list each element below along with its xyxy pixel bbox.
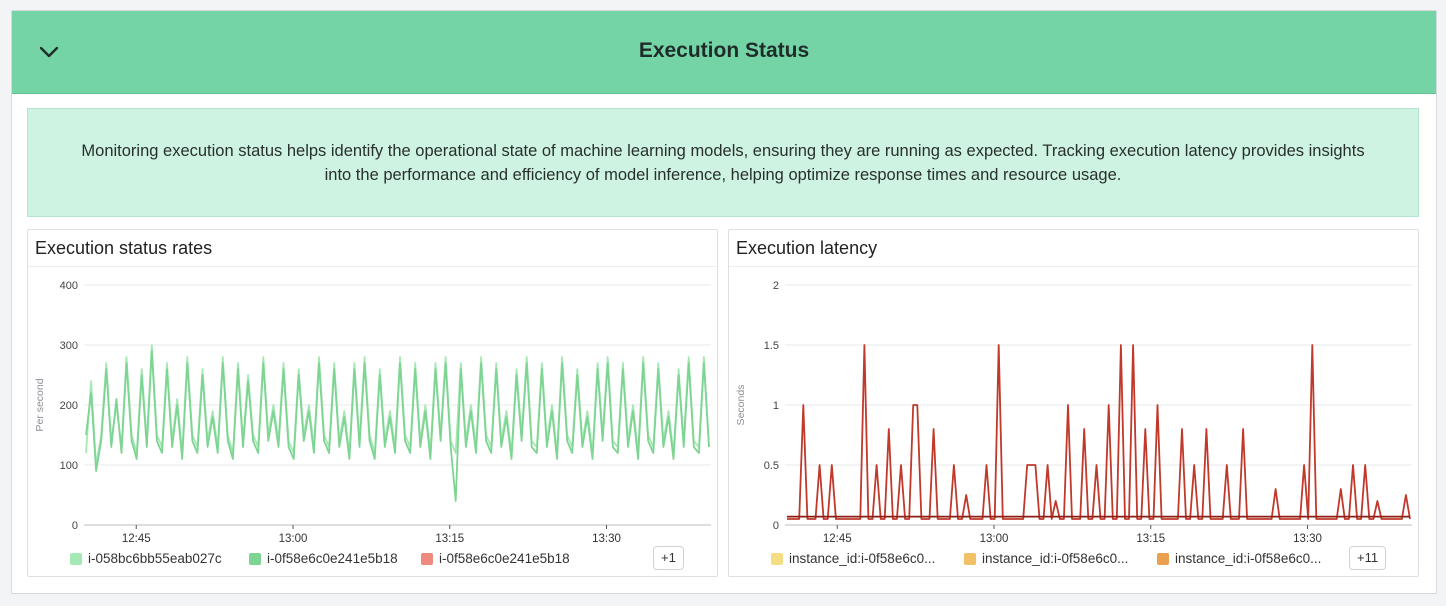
y-tick-label: 0 [773, 520, 779, 532]
legend-label: i-0f58e6c0e241e5b18 [439, 551, 570, 566]
y-tick-label: 300 [60, 340, 78, 352]
legend-label: instance_id:i-0f58e6c0... [982, 551, 1129, 566]
description-text: Monitoring execution status helps identi… [81, 141, 1365, 184]
y-tick-label: 200 [60, 400, 78, 412]
legend-swatch [70, 552, 82, 565]
section-title: Execution Status [638, 39, 810, 62]
y-axis-label: Seconds [735, 385, 747, 426]
y-tick-label: 2 [773, 280, 779, 292]
legend: instance_id:i-0f58e6c0... instance_id:i-… [729, 546, 1418, 572]
y-axis-label: Per second [34, 378, 46, 431]
x-tick-label: 12:45 [823, 533, 852, 545]
x-tick-label: 13:00 [980, 533, 1009, 545]
x-tick-label: 12:45 [122, 533, 151, 545]
legend-swatch [1157, 552, 1169, 565]
legend-item[interactable]: i-058bc6bb55eab027c [70, 551, 222, 566]
legend-label: instance_id:i-0f58e6c0... [1175, 551, 1322, 566]
legend-label: i-0f58e6c0e241e5b18 [267, 551, 398, 566]
legend-label: instance_id:i-0f58e6c0... [789, 551, 936, 566]
y-tick-label: 1 [773, 400, 779, 412]
legend-item[interactable]: i-0f58e6c0e241e5b18 [421, 551, 570, 566]
x-tick-label: 13:00 [279, 533, 308, 545]
legend-more-button[interactable]: +1 [653, 546, 684, 570]
widget-divider [729, 266, 1418, 267]
x-tick-label: 13:30 [1293, 533, 1322, 545]
y-tick-label: 0.5 [764, 460, 779, 472]
legend-label: i-058bc6bb55eab027c [88, 551, 222, 566]
legend-more-button[interactable]: +11 [1349, 546, 1387, 570]
section-header[interactable]: Execution Status [12, 11, 1436, 94]
latency-chart[interactable]: 0 0.5 1 1.5 2 Seconds 12:45 13:00 13:15 13:30 [729, 267, 1418, 545]
widget-execution-latency[interactable]: Execution latency 0 0.5 1 1.5 2 Seconds 12:45 1… [728, 229, 1419, 577]
description-panel: Monitoring execution status helps identi… [27, 108, 1419, 217]
legend-swatch [964, 552, 976, 565]
series-line [85, 350, 710, 502]
widget-execution-status-rates[interactable]: Execution status rates 0 100 200 300 400 Per … [27, 229, 718, 577]
x-tick-label: 13:30 [592, 533, 621, 545]
x-tick-label: 13:15 [1136, 533, 1165, 545]
widget-divider [28, 266, 717, 267]
execution-status-section: Execution Status Monitoring execution st… [11, 10, 1437, 594]
legend-swatch [421, 552, 433, 565]
x-tick-label: 13:15 [435, 533, 464, 545]
legend-swatch [249, 552, 261, 565]
widget-title: Execution latency [736, 238, 878, 258]
y-tick-label: 1.5 [764, 340, 779, 352]
y-tick-label: 400 [60, 280, 78, 292]
y-tick-label: 100 [60, 460, 78, 472]
legend-item[interactable]: instance_id:i-0f58e6c0... [1157, 551, 1321, 566]
legend-item[interactable]: i-0f58e6c0e241e5b18 [249, 551, 398, 566]
legend: i-058bc6bb55eab027c i-0f58e6c0e241e5b18 … [28, 546, 717, 572]
y-tick-label: 0 [72, 520, 78, 532]
widget-title: Execution status rates [35, 238, 213, 258]
status-rates-chart[interactable]: 0 100 200 300 400 Per second 12:45 13:00 13:15 13… [28, 267, 717, 545]
chevron-down-icon[interactable] [36, 39, 62, 65]
legend-swatch [771, 552, 783, 565]
series-line [787, 344, 1411, 520]
legend-item[interactable]: instance_id:i-0f58e6c0... [771, 551, 935, 566]
legend-item[interactable]: instance_id:i-0f58e6c0... [964, 551, 1128, 566]
